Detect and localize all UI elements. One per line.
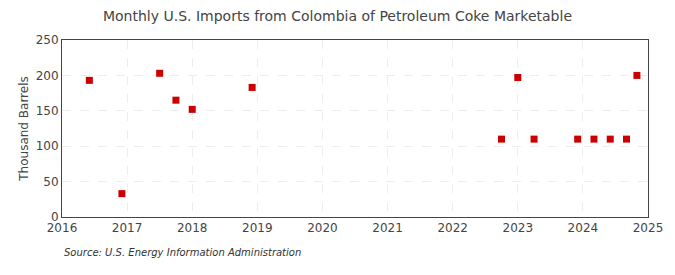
svg-text:2019: 2019: [242, 221, 273, 235]
svg-text:2021: 2021: [372, 221, 403, 235]
svg-text:2023: 2023: [503, 221, 534, 235]
svg-text:50: 50: [43, 175, 58, 189]
svg-text:2020: 2020: [307, 221, 338, 235]
svg-text:200: 200: [36, 69, 59, 83]
svg-text:2024: 2024: [568, 221, 599, 235]
svg-text:100: 100: [36, 139, 59, 153]
svg-text:250: 250: [36, 33, 59, 47]
svg-text:Monthly U.S. Imports from Colo: Monthly U.S. Imports from Colombia of Pe…: [103, 8, 572, 24]
svg-text:2025: 2025: [633, 221, 664, 235]
svg-text:150: 150: [36, 104, 59, 118]
svg-text:2017: 2017: [112, 221, 143, 235]
svg-text:2018: 2018: [177, 221, 208, 235]
svg-text:2016: 2016: [47, 221, 78, 235]
svg-text:2022: 2022: [437, 221, 468, 235]
svg-text:0: 0: [51, 210, 59, 224]
svg-text:Thousand Barrels: Thousand Barrels: [17, 76, 31, 181]
svg-text:Source: U.S. Energy Informatio: Source: U.S. Energy Information Administ…: [64, 247, 301, 258]
